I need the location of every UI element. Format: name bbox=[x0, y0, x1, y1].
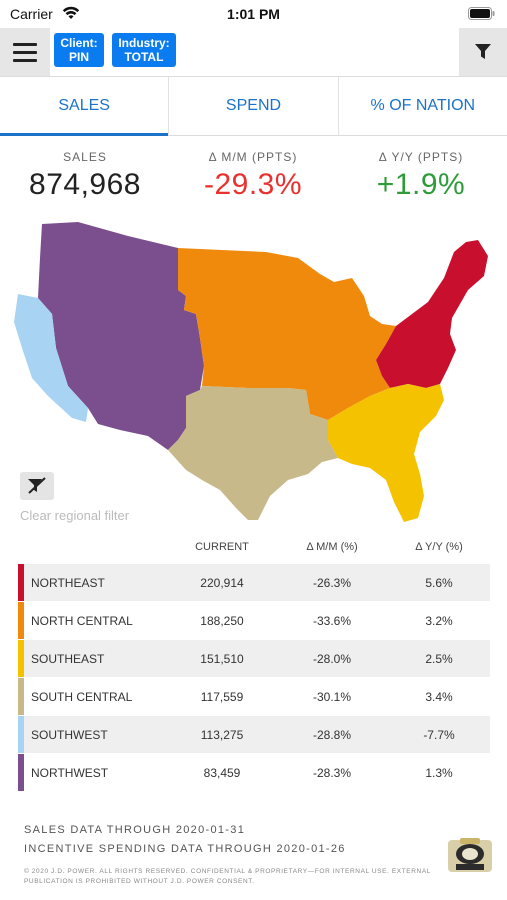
header-yy: Δ Y/Y (%) bbox=[415, 541, 463, 553]
yy-change: 2.5% bbox=[425, 651, 453, 666]
header-current: CURRENT bbox=[195, 541, 249, 553]
table-row[interactable]: NORTH CENTRAL 188,250 -33.6% 3.2% bbox=[18, 602, 490, 640]
incentive-data-through: INCENTIVE SPENDING DATA THROUGH 2020-01-… bbox=[24, 843, 346, 855]
map-region-southeast[interactable] bbox=[328, 384, 444, 522]
jd-power-logo bbox=[448, 838, 492, 872]
client-filter-chip[interactable]: Client: PIN bbox=[54, 33, 104, 67]
region-color-swatch bbox=[18, 564, 24, 601]
table-row[interactable]: NORTHEAST 220,914 -26.3% 5.6% bbox=[18, 564, 490, 602]
filter-button[interactable] bbox=[459, 28, 507, 76]
map-region-north-central[interactable] bbox=[178, 248, 396, 420]
carrier-label: Carrier bbox=[10, 6, 53, 22]
hamburger-menu-icon[interactable] bbox=[0, 28, 50, 76]
us-regions-map bbox=[14, 222, 488, 522]
map-region-northeast[interactable] bbox=[376, 240, 488, 388]
region-name: SOUTHWEST bbox=[31, 727, 108, 742]
kpi-mm-label: Δ M/M (PPTS) bbox=[208, 150, 298, 164]
region-color-swatch bbox=[18, 716, 24, 753]
region-name: SOUTH CENTRAL bbox=[31, 689, 133, 704]
map-region-south-central[interactable] bbox=[168, 386, 338, 520]
kpi-month-over-month: Δ M/M (PPTS) -29.3% bbox=[178, 150, 328, 202]
region-name: NORTH CENTRAL bbox=[31, 613, 133, 628]
region-name: NORTHWEST bbox=[31, 765, 109, 780]
funnel-icon bbox=[475, 44, 491, 59]
current-value: 188,250 bbox=[200, 613, 244, 628]
tab-spend[interactable]: SPEND bbox=[169, 77, 339, 135]
table-row[interactable]: SOUTHWEST 113,275 -28.8% -7.7% bbox=[18, 716, 490, 754]
kpi-sales: SALES 874,968 bbox=[10, 150, 160, 202]
table-header: CURRENT Δ M/M (%) Δ Y/Y (%) bbox=[18, 530, 490, 564]
client-chip-label: Client: PIN bbox=[60, 36, 98, 64]
clear-filter-icon bbox=[28, 477, 46, 494]
kpi-yy-label: Δ Y/Y (PPTS) bbox=[378, 150, 464, 164]
region-name: SOUTHEAST bbox=[31, 651, 105, 666]
map-region-southwest[interactable] bbox=[14, 294, 88, 422]
kpi-mm-value: -29.3% bbox=[203, 168, 303, 201]
status-bar: Carrier 1:01 PM bbox=[0, 0, 507, 28]
tab-sales[interactable]: SALES bbox=[0, 77, 170, 136]
header-mm: Δ M/M (%) bbox=[306, 541, 358, 553]
industry-chip-label: Industry: TOTAL bbox=[118, 36, 170, 64]
yy-change: -7.7% bbox=[423, 727, 455, 742]
current-value: 220,914 bbox=[200, 575, 244, 590]
metric-tabs: SALES SPEND % OF NATION bbox=[0, 76, 507, 136]
legal-notice: © 2020 J.D. POWER. ALL RIGHTS RESERVED. … bbox=[24, 868, 431, 885]
kpi-year-over-year: Δ Y/Y (PPTS) +1.9% bbox=[346, 150, 496, 202]
region-color-swatch bbox=[18, 640, 24, 677]
battery-icon bbox=[468, 7, 495, 20]
region-color-swatch bbox=[18, 678, 24, 715]
clear-regional-filter-label[interactable]: Clear regional filter bbox=[20, 508, 130, 523]
region-name: NORTHEAST bbox=[31, 575, 105, 590]
kpi-sales-value: 874,968 bbox=[29, 168, 141, 201]
mm-change: -28.3% bbox=[312, 765, 352, 780]
map-region-northwest[interactable] bbox=[38, 222, 204, 450]
current-value: 83,459 bbox=[203, 765, 241, 780]
mm-change: -28.8% bbox=[312, 727, 352, 742]
clock: 1:01 PM bbox=[227, 6, 280, 22]
region-color-swatch bbox=[18, 754, 24, 791]
table-row[interactable]: NORTHWEST 83,459 -28.3% 1.3% bbox=[18, 754, 490, 792]
clear-regional-filter-button[interactable] bbox=[20, 472, 54, 500]
current-value: 117,559 bbox=[200, 689, 244, 704]
mm-change: -28.0% bbox=[312, 651, 352, 666]
top-bar: Client: PIN Industry: TOTAL bbox=[0, 28, 507, 76]
table-row[interactable]: SOUTHEAST 151,510 -28.0% 2.5% bbox=[18, 640, 490, 678]
current-value: 151,510 bbox=[200, 651, 244, 666]
sales-data-through: SALES DATA THROUGH 2020-01-31 bbox=[24, 824, 246, 836]
table-row[interactable]: SOUTH CENTRAL 117,559 -30.1% 3.4% bbox=[18, 678, 490, 716]
regions-table: CURRENT Δ M/M (%) Δ Y/Y (%) NORTHEAST 220… bbox=[18, 530, 490, 792]
yy-change: 3.4% bbox=[425, 689, 453, 704]
industry-filter-chip[interactable]: Industry: TOTAL bbox=[112, 33, 176, 67]
mm-change: -30.1% bbox=[312, 689, 352, 704]
mm-change: -26.3% bbox=[312, 575, 352, 590]
current-value: 113,275 bbox=[200, 727, 244, 742]
mm-change: -33.6% bbox=[312, 613, 352, 628]
yy-change: 1.3% bbox=[425, 765, 453, 780]
kpi-yy-value: +1.9% bbox=[376, 168, 466, 201]
yy-change: 3.2% bbox=[425, 613, 453, 628]
yy-change: 5.6% bbox=[425, 575, 453, 590]
wifi-icon bbox=[62, 6, 80, 19]
tab-percent-of-nation[interactable]: % OF NATION bbox=[370, 97, 476, 114]
region-color-swatch bbox=[18, 602, 24, 639]
kpi-sales-label: SALES bbox=[63, 150, 107, 164]
